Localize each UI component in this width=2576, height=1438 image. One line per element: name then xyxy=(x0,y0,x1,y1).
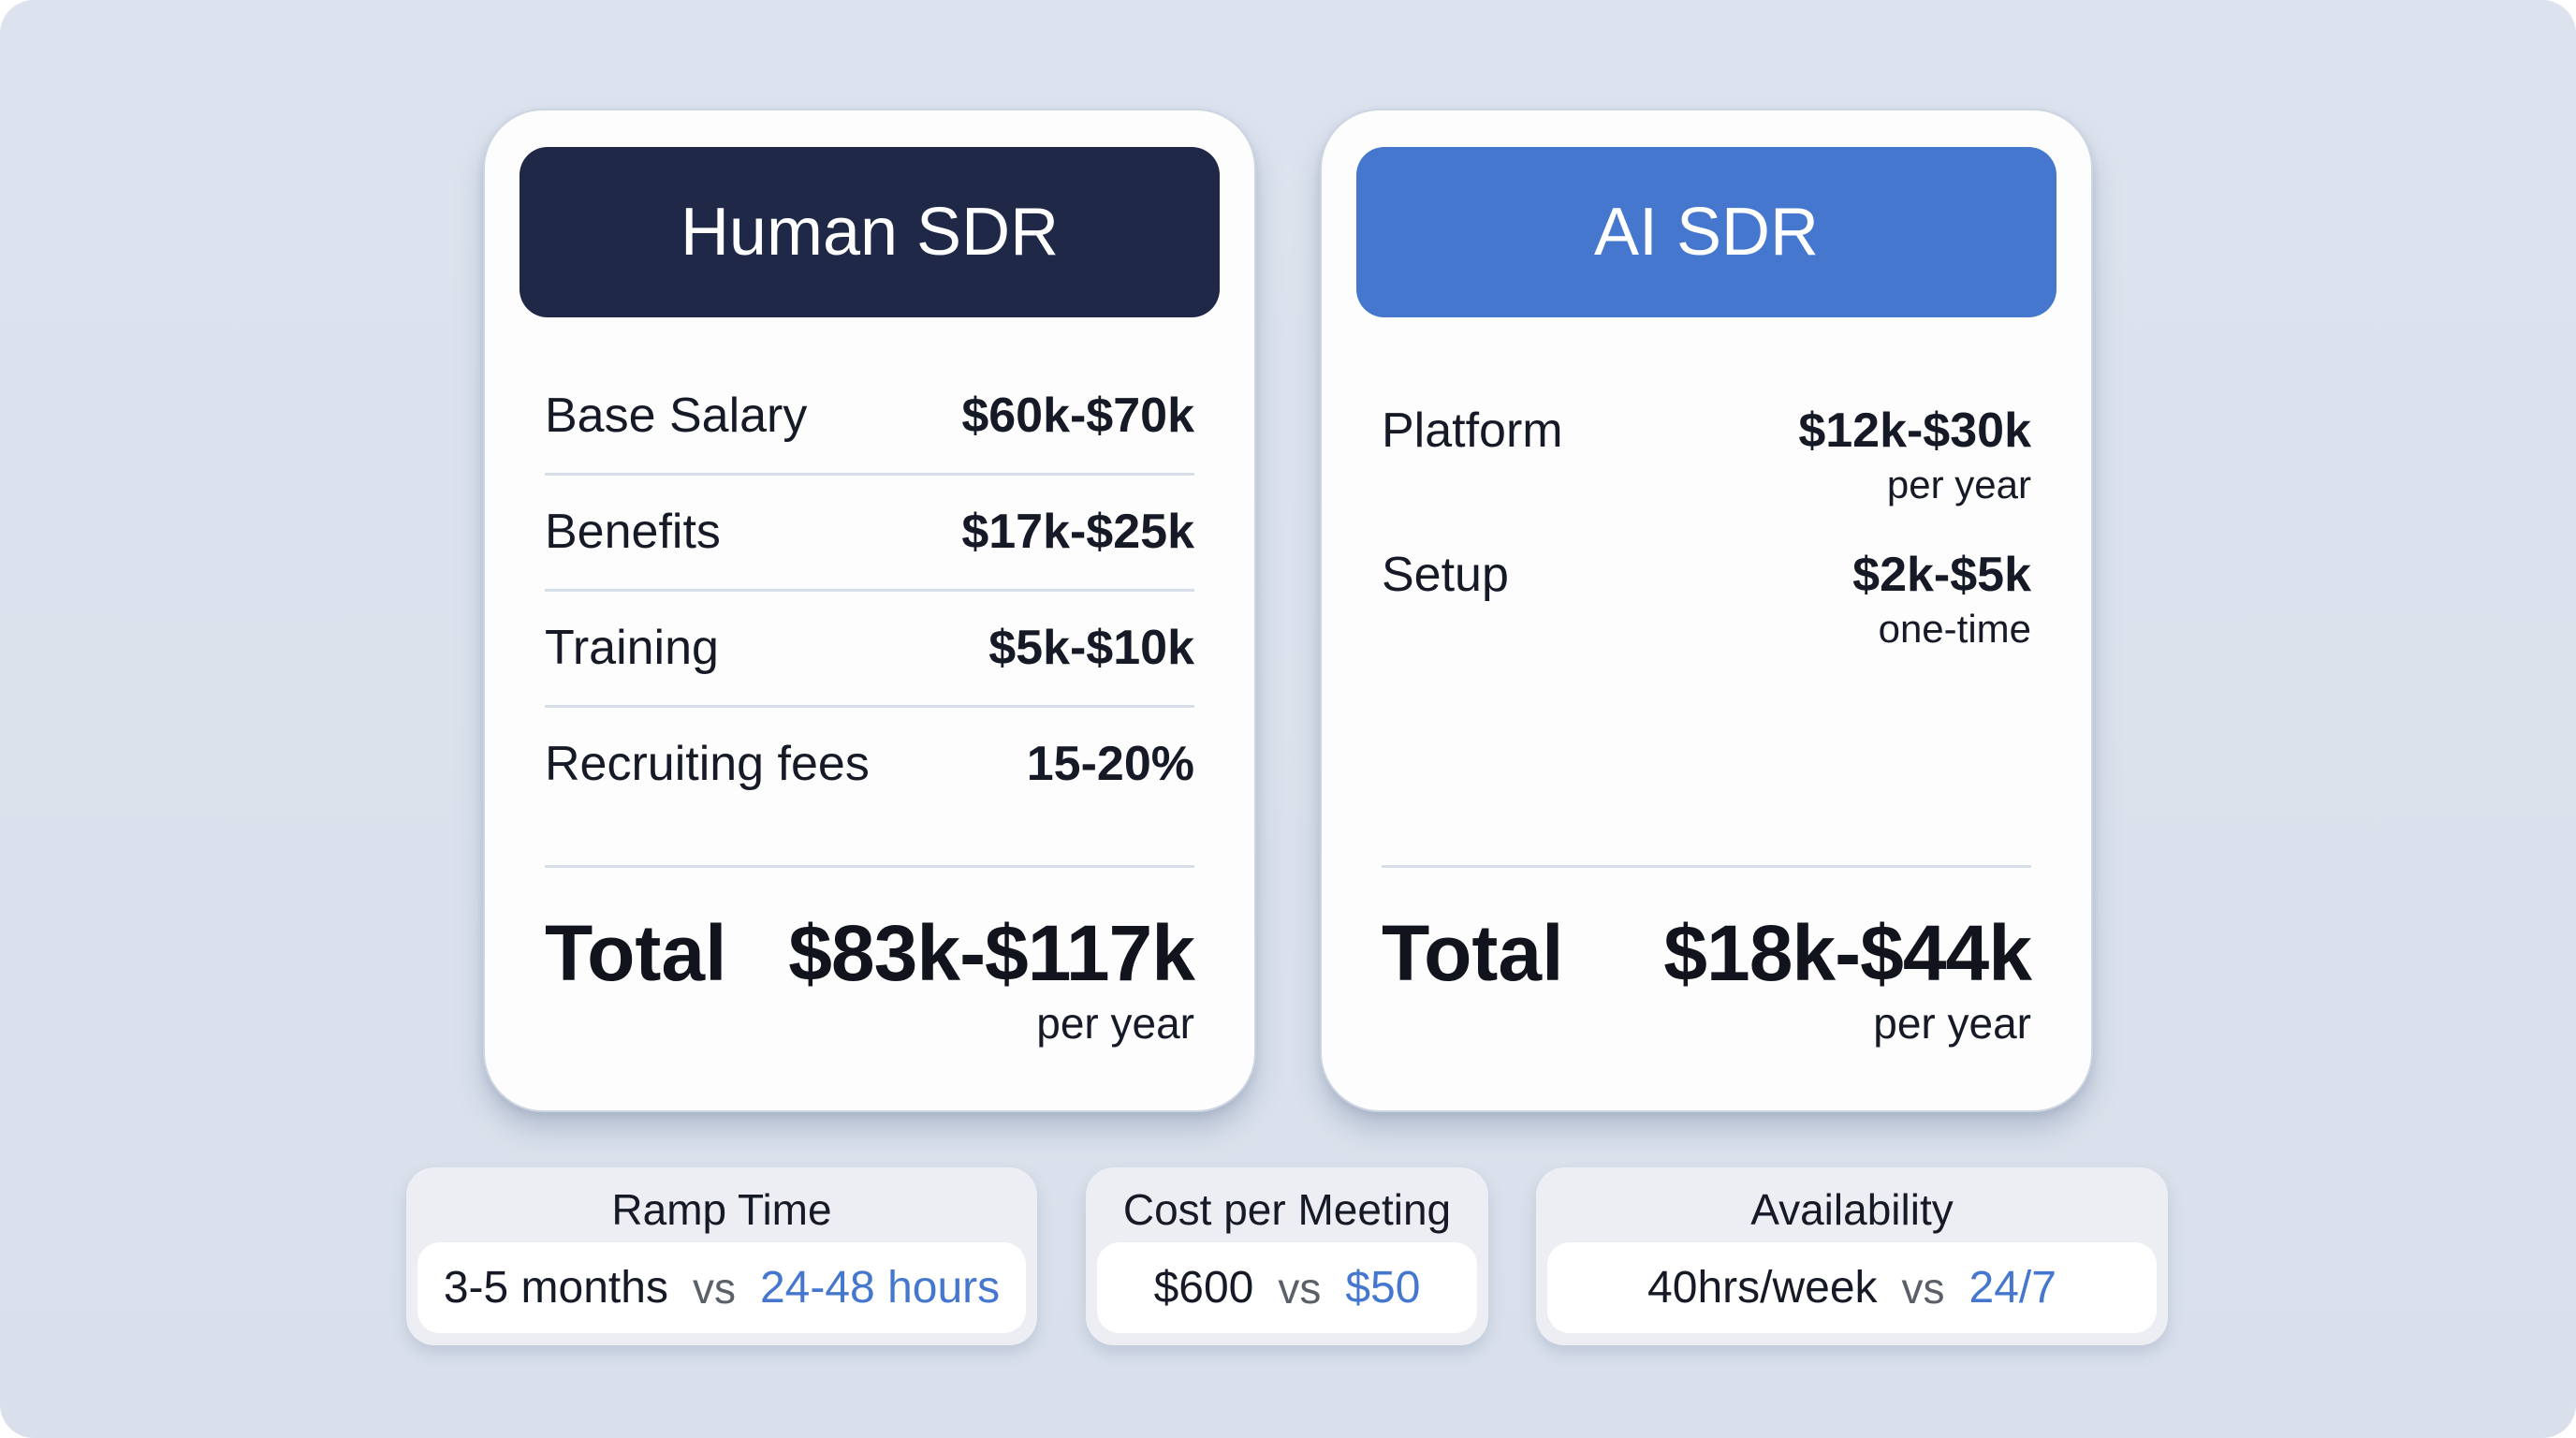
human-sdr-header: Human SDR xyxy=(520,147,1220,317)
metric-comparison: 3-5 months vs 24-48 hours xyxy=(417,1242,1026,1333)
cost-value: $12k-$30k xyxy=(1798,404,2031,458)
metric-vs: vs xyxy=(1278,1263,1322,1313)
cost-period: per year xyxy=(1886,462,2031,506)
metric-ai-value: 24-48 hours xyxy=(759,1263,1001,1313)
cost-row-platform: Platform $12k-$30k per year xyxy=(1382,403,2031,547)
metric-ramp-time: Ramp Time 3-5 months vs 24-48 hours xyxy=(406,1167,1037,1345)
cost-row-recruiting-fees: Recruiting fees 15-20% xyxy=(545,708,1194,824)
total-period: per year xyxy=(1873,999,2031,1048)
ai-sdr-card: AI SDR Platform $12k-$30k per year Setup… xyxy=(1320,109,2093,1112)
total-period: per year xyxy=(1036,999,1194,1048)
cost-value: $2k-$5k xyxy=(1852,548,2031,602)
cost-label: Base Salary xyxy=(545,389,808,443)
cost-label: Setup xyxy=(1382,548,1509,602)
cost-label: Recruiting fees xyxy=(545,737,870,791)
cost-value: $60k-$70k xyxy=(961,389,1194,443)
metric-human-value: 40hrs/week xyxy=(1647,1263,1878,1313)
cost-value: $17k-$25k xyxy=(961,505,1194,559)
metric-ai-value: $50 xyxy=(1345,1263,1421,1313)
metric-cost-per-meeting: Cost per Meeting $600 vs $50 xyxy=(1086,1167,1488,1345)
cost-label: Training xyxy=(545,621,719,675)
metric-title: Cost per Meeting xyxy=(1122,1185,1452,1234)
cost-row-benefits: Benefits $17k-$25k xyxy=(545,476,1194,592)
metric-vs: vs xyxy=(692,1263,736,1313)
metric-vs: vs xyxy=(1901,1263,1945,1313)
metric-comparison: $600 vs $50 xyxy=(1097,1242,1477,1333)
cost-label: Platform xyxy=(1382,404,1563,458)
metric-title: Ramp Time xyxy=(611,1185,832,1234)
ai-sdr-title: AI SDR xyxy=(1593,195,1820,270)
human-cost-list: Base Salary $60k-$70k Benefits $17k-$25k… xyxy=(545,360,1194,824)
cost-value: 15-20% xyxy=(1026,737,1194,791)
human-sdr-card: Human SDR Base Salary $60k-$70k Benefits… xyxy=(483,109,1256,1112)
metric-human-value: 3-5 months xyxy=(443,1263,668,1313)
metric-availability: Availability 40hrs/week vs 24/7 xyxy=(1536,1167,2168,1345)
total-value: $18k-$44k xyxy=(1663,909,2032,997)
cost-value: $5k-$10k xyxy=(988,621,1194,675)
metric-title: Availability xyxy=(1750,1185,1954,1234)
ai-sdr-header: AI SDR xyxy=(1356,147,2056,317)
cost-row-setup: Setup $2k-$5k one-time xyxy=(1382,547,2031,691)
ai-cost-list: Platform $12k-$30k per year Setup $2k-$5… xyxy=(1382,403,2031,691)
cost-period: one-time xyxy=(1878,607,2031,651)
total-divider xyxy=(1382,865,2031,868)
cost-label: Benefits xyxy=(545,505,721,559)
total-label: Total xyxy=(1382,909,1564,997)
total-label: Total xyxy=(545,909,727,997)
ai-total: Total $18k-$44k per year xyxy=(1382,906,2032,1048)
human-total: Total $83k-$117k per year xyxy=(545,906,1195,1048)
cost-row-training: Training $5k-$10k xyxy=(545,592,1194,708)
metric-comparison: 40hrs/week vs 24/7 xyxy=(1547,1242,2157,1333)
total-value: $83k-$117k xyxy=(788,909,1195,997)
human-sdr-title: Human SDR xyxy=(680,195,1060,270)
metric-ai-value: 24/7 xyxy=(1969,1263,2056,1313)
metric-human-value: $600 xyxy=(1153,1263,1254,1313)
cost-row-base-salary: Base Salary $60k-$70k xyxy=(545,360,1194,476)
total-divider xyxy=(545,865,1194,868)
